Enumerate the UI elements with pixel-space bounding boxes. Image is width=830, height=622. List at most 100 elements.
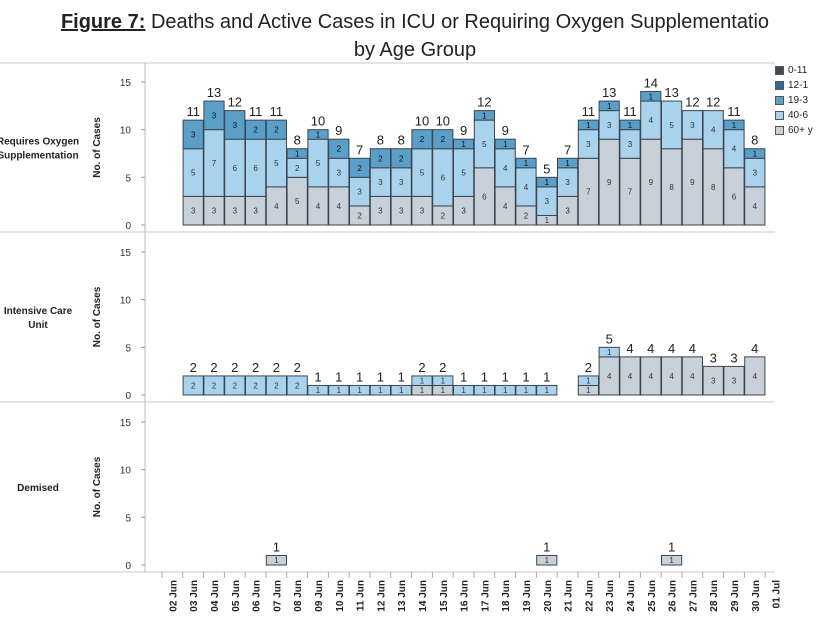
bar-segment xyxy=(349,384,371,396)
bar-segment-label: 7 xyxy=(212,159,217,168)
panel-label: Unit xyxy=(28,320,48,331)
y-axis-title: No. of Cases xyxy=(92,286,103,347)
x-tick-label: 08 Jun xyxy=(293,580,304,612)
bar-total-label: 10 xyxy=(436,114,450,129)
bar-segment xyxy=(328,138,350,159)
bar-segment-label: 6 xyxy=(441,173,446,182)
panel-label: Demised xyxy=(17,483,59,494)
bar-segment-label: 4 xyxy=(753,202,758,211)
bar-segment xyxy=(557,157,579,169)
bar-total-label: 1 xyxy=(668,539,675,554)
bar-segment xyxy=(182,119,204,150)
y-axis-title: No. of Cases xyxy=(92,117,103,178)
bar-segment-label: 1 xyxy=(420,386,425,395)
bar-segment xyxy=(453,138,475,150)
x-tick-label: 18 Jun xyxy=(501,580,512,612)
bar-segment xyxy=(307,129,329,140)
x-tick-label: 01 Jul xyxy=(772,580,783,609)
bar-segment xyxy=(640,91,662,102)
bar-total-label: 8 xyxy=(398,133,405,148)
x-tick-label: 17 Jun xyxy=(480,580,491,612)
bar-total-label: 11 xyxy=(727,104,741,119)
bar-total-label: 4 xyxy=(647,341,654,356)
panel-label: Requires Oxygen xyxy=(0,137,79,148)
bar-segment-label: 4 xyxy=(316,202,321,211)
bar-segment-label: 4 xyxy=(503,164,508,173)
x-tick-label: 07 Jun xyxy=(272,580,283,612)
bar-total-label: 11 xyxy=(270,104,284,119)
bar-segment xyxy=(307,384,329,396)
bar-total-label: 7 xyxy=(522,142,529,157)
y-axis-title: No. of Cases xyxy=(92,456,103,517)
bar-segment xyxy=(369,148,391,169)
x-tick-label: 27 Jun xyxy=(688,580,699,612)
bar-segment-label: 3 xyxy=(753,169,758,178)
x-tick-label: 11 Jun xyxy=(356,580,367,611)
bar-segment-label: 3 xyxy=(732,377,737,386)
bar-segment xyxy=(536,176,558,188)
x-tick-label: 02 Jun xyxy=(168,580,179,612)
bar-total-label: 11 xyxy=(249,104,263,119)
bar-total-label: 12 xyxy=(477,95,491,110)
bar-segment-label: 1 xyxy=(565,159,570,168)
bar-segment-label: 1 xyxy=(420,377,425,386)
x-tick-label: 06 Jun xyxy=(252,580,263,612)
bar-segment-label: 2 xyxy=(253,381,258,390)
bar-segment-label: 5 xyxy=(420,169,425,178)
x-tick-label: 26 Jun xyxy=(668,580,679,612)
bar-segment-label: 3 xyxy=(191,130,196,139)
bar-segment xyxy=(265,554,287,566)
x-tick-label: 15 Jun xyxy=(439,580,450,612)
bar-segment xyxy=(203,100,225,131)
bar-segment-label: 1 xyxy=(399,386,404,395)
bar-total-label: 11 xyxy=(582,104,596,119)
bar-segment-label: 9 xyxy=(690,178,695,187)
bar-total-label: 4 xyxy=(751,341,758,356)
bar-segment-label: 1 xyxy=(586,386,591,395)
bar-segment-label: 9 xyxy=(607,178,612,187)
bar-total-label: 9 xyxy=(502,123,509,138)
bar-segment xyxy=(681,356,703,396)
bar-segment-label: 1 xyxy=(378,386,383,395)
bar-total-label: 7 xyxy=(356,142,363,157)
bar-segment-label: 4 xyxy=(337,202,342,211)
bar-segment-label: 2 xyxy=(191,381,196,390)
bar-segment xyxy=(515,384,537,396)
bar-segment-label: 1 xyxy=(545,216,550,225)
bar-segment-label: 2 xyxy=(233,381,238,390)
bar-total-label: 1 xyxy=(522,369,529,384)
legend-item-60plus: 60+ y xyxy=(775,123,813,138)
bar-segment-label: 1 xyxy=(649,92,654,101)
bar-segment-label: 1 xyxy=(753,150,758,159)
legend-label: 19-3 xyxy=(788,95,809,106)
legend-item-40-6: 40-6 xyxy=(775,108,813,123)
bar-segment-label: 1 xyxy=(524,386,529,395)
bar-segment-label: 7 xyxy=(628,188,633,197)
bar-segment-label: 2 xyxy=(253,126,258,135)
legend-item-0-11: 0-11 xyxy=(775,63,813,78)
bar-total-label: 9 xyxy=(460,123,467,138)
bar-segment xyxy=(723,119,745,131)
legend-item-12-1: 12-1 xyxy=(775,78,813,93)
bar-segment xyxy=(661,100,683,150)
bar-segment-label: 1 xyxy=(441,377,446,386)
bar-total-label: 10 xyxy=(311,114,325,129)
bar-segment-label: 2 xyxy=(441,211,446,220)
bar-segment xyxy=(390,384,412,396)
bar-total-label: 13 xyxy=(207,85,221,100)
bar-segment xyxy=(411,375,433,386)
bar-total-label: 1 xyxy=(543,539,550,554)
bar-total-label: 4 xyxy=(626,341,633,356)
legend-swatch xyxy=(775,66,784,75)
bar-segment xyxy=(224,110,246,140)
bar-segment-label: 4 xyxy=(628,372,633,381)
bar-segment-label: 1 xyxy=(586,121,591,130)
bar-segment-label: 3 xyxy=(565,207,570,216)
bar-segment xyxy=(681,110,703,140)
y-tick-label: 10 xyxy=(120,126,132,137)
y-tick-label: 10 xyxy=(120,466,132,477)
bar-segment-label: 5 xyxy=(191,169,196,178)
bar-segment xyxy=(494,384,516,396)
bar-total-label: 5 xyxy=(606,331,613,346)
bar-segment xyxy=(598,100,620,112)
